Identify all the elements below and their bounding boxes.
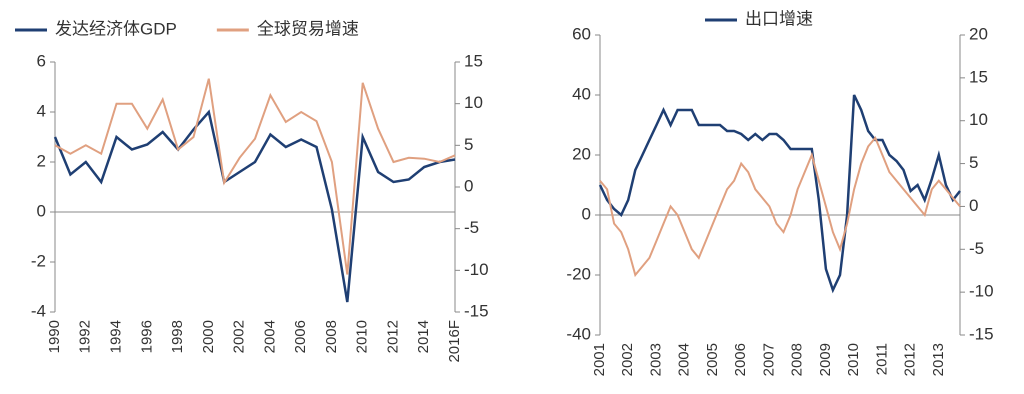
- x-tick-label: 2004: [676, 343, 693, 376]
- x-tick-label: 2004: [261, 320, 278, 353]
- x-tick-label: 2010: [354, 320, 371, 353]
- y-tick-label: 40: [572, 84, 591, 103]
- y2-tick-label: -10: [969, 282, 994, 301]
- legend-label: 出口增速: [745, 9, 813, 28]
- y2-tick-label: 10: [969, 110, 988, 129]
- x-tick-label: 2013: [930, 343, 947, 376]
- y2-tick-label: 0: [464, 176, 473, 195]
- x-tick-label: 2003: [647, 343, 664, 376]
- x-tick-label: 2007: [760, 343, 777, 376]
- x-tick-label: 2001: [591, 343, 608, 376]
- y2-tick-label: 15: [969, 67, 988, 86]
- y-tick-label: -2: [31, 251, 46, 270]
- y2-tick-label: 5: [464, 135, 473, 154]
- y2-tick-label: 10: [464, 93, 483, 112]
- x-tick-label: 2012: [902, 343, 919, 376]
- x-tick-label: 1998: [169, 320, 186, 353]
- x-tick-label: 2009: [817, 343, 834, 376]
- y2-tick-label: 20: [969, 24, 988, 43]
- series-line: [598, 94, 961, 294]
- y-tick-label: 6: [37, 51, 46, 70]
- x-tick-label: 2010: [845, 343, 862, 376]
- legend-label: 发达经济体GDP: [55, 19, 177, 38]
- series-line: [599, 135, 961, 278]
- x-tick-label: 2012: [384, 320, 401, 353]
- y-tick-label: 60: [572, 24, 591, 43]
- y2-tick-label: 5: [969, 153, 978, 172]
- x-tick-label: 2016F: [446, 320, 463, 363]
- x-tick-label: 2002: [231, 320, 248, 353]
- y-tick-label: 20: [572, 144, 591, 163]
- x-tick-label: 1994: [108, 320, 125, 353]
- series-line: [54, 78, 456, 275]
- x-tick-label: 2005: [704, 343, 721, 376]
- legend-label: 全球贸易增速: [257, 19, 359, 38]
- y-tick-label: -40: [566, 324, 591, 343]
- y2-tick-label: 0: [969, 196, 978, 215]
- y-tick-label: 0: [582, 204, 591, 223]
- x-tick-label: 2014: [415, 320, 432, 353]
- x-tick-label: 2006: [292, 320, 309, 353]
- y2-tick-label: -10: [464, 260, 489, 279]
- y-tick-label: -20: [566, 264, 591, 283]
- y2-tick-label: -5: [969, 239, 984, 258]
- x-tick-label: 2011: [873, 343, 890, 375]
- x-tick-label: 2000: [200, 320, 217, 353]
- x-tick-label: 1992: [77, 320, 94, 353]
- x-tick-label: 2008: [323, 320, 340, 353]
- y2-tick-label: -15: [464, 301, 489, 320]
- y-tick-label: 2: [37, 151, 46, 170]
- x-tick-label: 1996: [138, 320, 155, 353]
- x-tick-label: 1990: [46, 320, 63, 353]
- y-tick-label: 0: [37, 201, 46, 220]
- series-line: [53, 109, 456, 303]
- y2-tick-label: 15: [464, 51, 483, 70]
- x-tick-label: 2006: [732, 343, 749, 376]
- y-tick-label: 4: [37, 101, 46, 120]
- y-tick-label: -4: [31, 301, 46, 320]
- x-tick-label: 2008: [789, 343, 806, 376]
- x-tick-label: 2002: [619, 343, 636, 376]
- y2-tick-label: -5: [464, 218, 479, 237]
- y2-tick-label: -15: [969, 324, 994, 343]
